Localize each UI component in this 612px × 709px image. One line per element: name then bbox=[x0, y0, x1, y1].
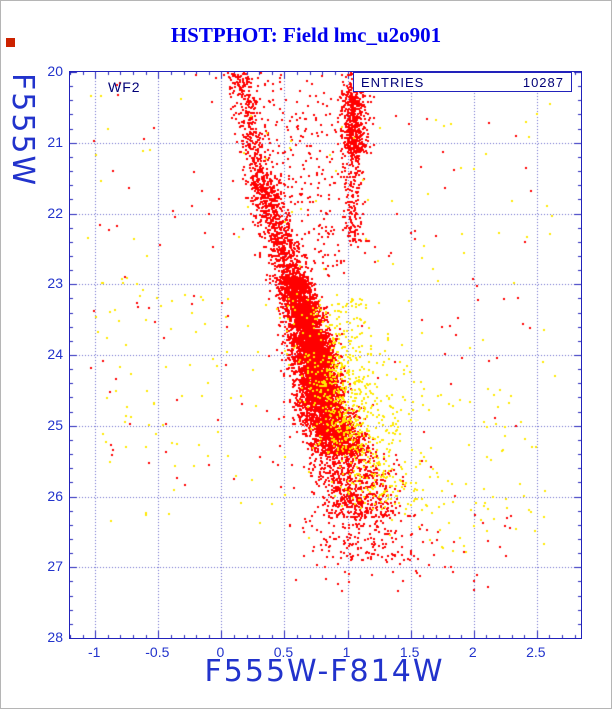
entries-legend-box: ENTRIES 10287 bbox=[353, 72, 572, 92]
x-tick-label: 1.5 bbox=[399, 644, 420, 660]
x-tick-label: 2.5 bbox=[526, 644, 546, 660]
scatter-canvas bbox=[70, 72, 581, 638]
x-tick-label: 0 bbox=[216, 644, 225, 660]
chart-title: HSTPHOT: Field lmc_u2o901 bbox=[170, 23, 442, 47]
entries-label: ENTRIES bbox=[361, 74, 425, 90]
x-tick-label: 0.5 bbox=[273, 644, 294, 660]
window-corner-marker-icon bbox=[6, 38, 15, 47]
y-tick-label: 24 bbox=[47, 346, 63, 362]
y-tick-label: 22 bbox=[47, 204, 63, 221]
y-tick-label: 20 bbox=[47, 63, 63, 79]
y-tick-label: 23 bbox=[47, 275, 63, 292]
x-axis-label: F555W-F814W bbox=[204, 654, 445, 689]
y-tick-label: 27 bbox=[47, 558, 63, 575]
entries-value: 10287 bbox=[522, 74, 564, 90]
plot-area: WF2 ENTRIES 10287 bbox=[69, 71, 582, 639]
y-tick-label: 21 bbox=[47, 133, 63, 150]
x-tick-label: 1 bbox=[342, 644, 351, 660]
y-axis-label: F555W bbox=[5, 73, 40, 188]
detector-label: WF2 bbox=[108, 79, 141, 95]
y-tick-label: 26 bbox=[47, 487, 63, 504]
x-tick-label: -1 bbox=[88, 644, 101, 660]
x-tick-label: -0.5 bbox=[145, 644, 170, 660]
y-tick-label: 25 bbox=[47, 416, 63, 433]
x-tick-label: 2 bbox=[468, 644, 477, 660]
y-tick-label: 28 bbox=[47, 629, 63, 645]
